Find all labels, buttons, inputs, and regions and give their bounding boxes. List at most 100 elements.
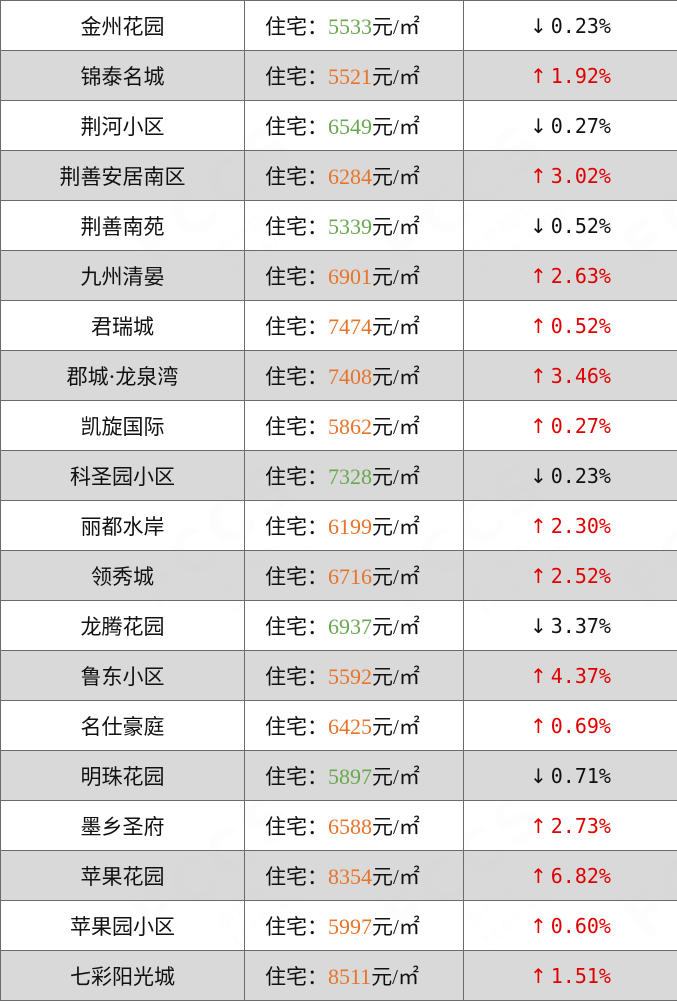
price-unit: 元/㎡	[372, 564, 420, 589]
price-unit: 元/㎡	[372, 214, 420, 239]
price-unit: 元/㎡	[372, 464, 420, 489]
arrow-down-icon: ↓	[530, 13, 547, 38]
arrow-up-icon: ↑	[530, 163, 547, 188]
community-name: 苹果园小区	[0, 900, 245, 951]
arrow-down-icon: ↓	[530, 113, 547, 138]
community-name: 明珠花园	[0, 750, 245, 801]
price-cell: 住宅：7328元/㎡	[244, 450, 464, 501]
change-cell: ↑ 1.51%	[463, 950, 677, 1001]
arrow-up-icon: ↑	[530, 813, 547, 838]
arrow-up-icon: ↑	[530, 563, 547, 588]
price-cell: 住宅：5592元/㎡	[244, 650, 464, 701]
price-unit: 元/㎡	[372, 164, 420, 189]
price-value: 6549	[328, 113, 372, 139]
community-name: 荆善南苑	[0, 200, 245, 251]
arrow-up-icon: ↑	[530, 263, 547, 288]
change-cell: ↑ 1.92%	[463, 50, 677, 101]
price-value: 5521	[328, 63, 372, 89]
community-name: 金州花园	[0, 0, 245, 51]
table-row: 龙腾花园 住宅：6937元/㎡ ↓ 3.37%	[0, 600, 677, 651]
price-value: 6588	[328, 813, 372, 839]
arrow-up-icon: ↑	[530, 363, 547, 388]
change-cell: ↑ 4.37%	[463, 650, 677, 701]
price-value: 6937	[328, 613, 372, 639]
property-type: 住宅：	[265, 964, 328, 989]
change-cell: ↑ 3.02%	[463, 150, 677, 201]
price-cell: 住宅：7408元/㎡	[244, 350, 464, 401]
price-unit: 元/㎡	[372, 314, 420, 339]
change-percent: 0.23%	[550, 463, 611, 488]
arrow-up-icon: ↑	[530, 63, 547, 88]
table-row: 荆善南苑 住宅：5339元/㎡ ↓ 0.52%	[0, 200, 677, 251]
community-name: 郡城·龙泉湾	[0, 350, 245, 401]
change-percent: 2.63%	[550, 263, 611, 288]
property-type: 住宅：	[265, 64, 328, 89]
table-row: 明珠花园 住宅：5897元/㎡ ↓ 0.71%	[0, 750, 677, 801]
change-cell: ↓ 0.23%	[463, 0, 677, 51]
community-name: 丽都水岸	[0, 500, 245, 551]
community-name: 荆善安居南区	[0, 150, 245, 201]
change-percent: 0.27%	[550, 113, 611, 138]
change-cell: ↑ 2.73%	[463, 800, 677, 851]
table-row: 郡城·龙泉湾 住宅：7408元/㎡ ↑ 3.46%	[0, 350, 677, 401]
table-row: 鲁东小区 住宅：5592元/㎡ ↑ 4.37%	[0, 650, 677, 701]
table-row: 凯旋国际 住宅：5862元/㎡ ↑ 0.27%	[0, 400, 677, 451]
price-cell: 住宅：6425元/㎡	[244, 700, 464, 751]
arrow-up-icon: ↑	[530, 413, 547, 438]
price-value: 5897	[328, 763, 372, 789]
community-name: 龙腾花园	[0, 600, 245, 651]
property-type: 住宅：	[265, 364, 328, 389]
price-value: 6425	[328, 713, 372, 739]
change-percent: 6.82%	[550, 863, 611, 888]
change-percent: 0.60%	[550, 913, 611, 938]
price-unit: 元/㎡	[372, 914, 420, 939]
arrow-up-icon: ↑	[530, 913, 547, 938]
price-cell: 住宅：6588元/㎡	[244, 800, 464, 851]
property-type: 住宅：	[265, 414, 328, 439]
property-type: 住宅：	[265, 614, 328, 639]
change-cell: ↓ 0.23%	[463, 450, 677, 501]
change-percent: 2.52%	[550, 563, 611, 588]
change-cell: ↓ 0.52%	[463, 200, 677, 251]
price-cell: 住宅：6549元/㎡	[244, 100, 464, 151]
change-percent: 0.27%	[550, 413, 611, 438]
community-name: 鲁东小区	[0, 650, 245, 701]
change-percent: 0.52%	[550, 213, 611, 238]
change-percent: 2.30%	[550, 513, 611, 538]
change-cell: ↑ 0.60%	[463, 900, 677, 951]
price-cell: 住宅：8511元/㎡	[244, 950, 464, 1001]
property-type: 住宅：	[265, 564, 328, 589]
table-row: 七彩阳光城 住宅：8511元/㎡ ↑ 1.51%	[0, 950, 677, 1001]
price-unit: 元/㎡	[372, 864, 420, 889]
community-name: 九州清晏	[0, 250, 245, 301]
arrow-up-icon: ↑	[530, 713, 547, 738]
property-type: 住宅：	[265, 214, 328, 239]
price-cell: 住宅：6199元/㎡	[244, 500, 464, 551]
table-row: 墨乡圣府 住宅：6588元/㎡ ↑ 2.73%	[0, 800, 677, 851]
price-value: 7474	[328, 313, 372, 339]
price-cell: 住宅：5897元/㎡	[244, 750, 464, 801]
table-row: 丽都水岸 住宅：6199元/㎡ ↑ 2.30%	[0, 500, 677, 551]
community-name: 领秀城	[0, 550, 245, 601]
change-percent: 3.46%	[550, 363, 611, 388]
change-cell: ↑ 2.52%	[463, 550, 677, 601]
property-type: 住宅：	[265, 664, 328, 689]
price-unit: 元/㎡	[372, 64, 420, 89]
price-value: 5592	[328, 663, 372, 689]
price-value: 5339	[328, 213, 372, 239]
price-cell: 住宅：6937元/㎡	[244, 600, 464, 651]
arrow-up-icon: ↑	[530, 863, 547, 888]
price-cell: 住宅：5521元/㎡	[244, 50, 464, 101]
change-cell: ↑ 0.69%	[463, 700, 677, 751]
arrow-up-icon: ↑	[530, 663, 547, 688]
price-value: 7408	[328, 363, 372, 389]
change-percent: 0.52%	[550, 313, 611, 338]
table-row: 荆河小区 住宅：6549元/㎡ ↓ 0.27%	[0, 100, 677, 151]
arrow-down-icon: ↓	[530, 463, 547, 488]
arrow-up-icon: ↑	[530, 313, 547, 338]
property-type: 住宅：	[265, 764, 328, 789]
community-name: 锦泰名城	[0, 50, 245, 101]
community-name: 君瑞城	[0, 300, 245, 351]
price-value: 5862	[328, 413, 372, 439]
